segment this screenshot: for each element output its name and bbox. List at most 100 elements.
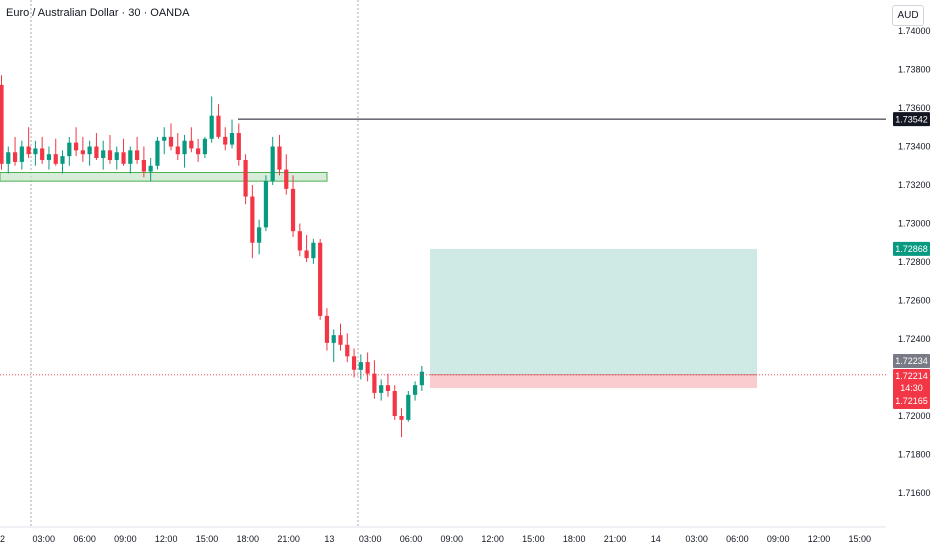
candle xyxy=(365,352,370,382)
candle-body xyxy=(311,242,316,259)
candle-body xyxy=(223,136,228,145)
x-tick-label: 03:00 xyxy=(33,534,56,544)
candle xyxy=(114,146,119,170)
y-tick-label: 1.72600 xyxy=(898,296,931,306)
candle xyxy=(358,354,363,380)
candle xyxy=(196,138,201,162)
candle-body xyxy=(80,150,85,155)
x-tick-label: 2 xyxy=(0,534,5,544)
candle xyxy=(223,127,228,151)
candle xyxy=(284,154,289,195)
x-tick-label: 09:00 xyxy=(767,534,790,544)
target-price-tag: 1.72868 xyxy=(893,241,930,256)
y-tick-label: 1.71600 xyxy=(898,488,931,498)
current-price-bg xyxy=(893,369,930,409)
candle xyxy=(202,136,207,159)
candle xyxy=(26,127,31,159)
y-tick-label: 1.72800 xyxy=(898,257,931,267)
candle xyxy=(345,333,350,363)
candle xyxy=(229,119,235,149)
candle xyxy=(40,136,45,164)
candle-body xyxy=(107,150,113,160)
y-tick-label: 1.71800 xyxy=(898,450,931,460)
currency-button[interactable]: AUD xyxy=(892,5,924,26)
candle-body xyxy=(284,169,289,189)
candle-body xyxy=(12,152,18,162)
candle xyxy=(209,96,214,143)
y-tick-label: 1.73000 xyxy=(898,219,931,229)
candle-body xyxy=(46,154,52,160)
candle-body xyxy=(277,146,282,170)
candle xyxy=(297,223,302,257)
candle xyxy=(318,238,323,320)
y-tick-label: 1.72000 xyxy=(898,411,931,421)
candle-body xyxy=(40,148,45,160)
candle xyxy=(128,146,133,174)
candle xyxy=(311,238,316,264)
candle xyxy=(412,381,418,401)
support-zone xyxy=(0,171,328,182)
countdown-text: 14:30 xyxy=(900,383,923,393)
candle xyxy=(94,133,99,160)
candle-body xyxy=(155,140,160,166)
current-price-tag: 1.72214 14:30 1.72165 xyxy=(893,369,930,409)
last-close-tag-bg xyxy=(893,354,930,368)
candle-body xyxy=(53,154,58,164)
candle xyxy=(324,308,330,351)
x-tick-label: 09:00 xyxy=(441,534,464,544)
candle xyxy=(277,134,282,176)
candle-body xyxy=(67,142,72,157)
x-tick-label: 06:00 xyxy=(400,534,423,544)
resistance-price-tag: 1.73542 xyxy=(893,112,930,127)
candle xyxy=(419,365,424,391)
candle-body xyxy=(196,148,201,155)
x-tick-label: 15:00 xyxy=(196,534,219,544)
candle xyxy=(87,140,92,166)
candle-body xyxy=(379,385,384,393)
x-tick-label: 13 xyxy=(324,534,334,544)
candle xyxy=(175,133,180,160)
last-close-tag: 1.72234 xyxy=(893,354,930,368)
y-tick-label: 1.73200 xyxy=(898,180,931,190)
candle xyxy=(257,219,262,255)
x-tick-label: 15:00 xyxy=(849,534,872,544)
candle-body xyxy=(392,390,397,416)
time-axis[interactable]: 2 03:00 06:00 09:00 12:00 15:00 18:00 21:00 13 03… xyxy=(0,534,871,544)
x-tick-label: 09:00 xyxy=(114,534,137,544)
candle xyxy=(385,373,391,397)
y-tick-label: 1.74000 xyxy=(898,26,931,36)
candle-body xyxy=(94,146,99,159)
x-tick-label: 18:00 xyxy=(563,534,586,544)
candle-body xyxy=(243,159,248,197)
candle xyxy=(351,348,357,378)
x-tick-label: 21:00 xyxy=(277,534,300,544)
resistance-price-tag-bg xyxy=(893,112,930,127)
candle-body xyxy=(209,115,214,139)
candle xyxy=(406,390,411,422)
candle-body xyxy=(270,146,275,182)
x-tick-label: 18:00 xyxy=(237,534,260,544)
chart-title: Euro / Australian Dollar · 30 · OANDA xyxy=(6,7,190,19)
candle xyxy=(189,127,194,153)
candle-body xyxy=(121,152,126,164)
x-tick-label: 06:00 xyxy=(726,534,749,544)
candle-body xyxy=(297,231,302,251)
x-tick-label: 03:00 xyxy=(685,534,708,544)
price-axis[interactable]: 1.74000 1.73800 1.73600 1.73400 1.73200 1.730… xyxy=(898,26,931,498)
candle xyxy=(399,408,404,438)
candle-body xyxy=(250,196,255,243)
candle xyxy=(168,123,174,151)
candle xyxy=(379,379,384,401)
stop-price-text: 1.72165 xyxy=(895,396,928,406)
candle xyxy=(243,154,248,205)
candle-body xyxy=(60,156,65,164)
candle xyxy=(101,140,106,170)
candle-body xyxy=(399,416,404,420)
candle xyxy=(53,138,58,166)
candle xyxy=(216,104,221,139)
x-tick-label: 06:00 xyxy=(73,534,96,544)
candle xyxy=(46,146,52,170)
candle-body xyxy=(148,165,153,172)
